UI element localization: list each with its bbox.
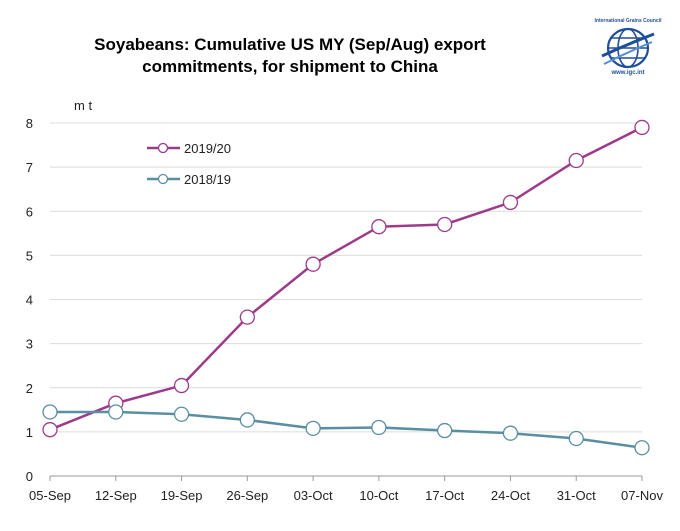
legend-label: 2019/20 bbox=[184, 141, 231, 156]
legend-marker bbox=[157, 142, 169, 154]
legend-label: 2018/19 bbox=[184, 172, 231, 187]
x-tick-label: 17-Oct bbox=[425, 488, 464, 503]
y-axis-ticks: 0 1 2 3 4 5 6 7 8 bbox=[26, 116, 33, 484]
y-tick-label: 1 bbox=[26, 425, 33, 440]
legend-item: 2018/19 bbox=[147, 172, 231, 187]
gridlines bbox=[50, 122, 642, 433]
x-tick-label: 26-Sep bbox=[226, 488, 268, 503]
legend-marker bbox=[157, 173, 169, 185]
data-point bbox=[108, 404, 124, 420]
data-point bbox=[371, 219, 387, 235]
data-point bbox=[634, 119, 650, 136]
data-point bbox=[173, 406, 190, 422]
x-tick-label: 31-Oct bbox=[557, 488, 596, 503]
y-tick-label: 2 bbox=[26, 381, 33, 396]
x-tick-label: 07-Nov bbox=[621, 488, 663, 503]
legend-item: 2019/20 bbox=[147, 141, 231, 156]
data-point bbox=[634, 440, 650, 456]
data-point bbox=[42, 422, 58, 438]
data-point bbox=[305, 420, 321, 436]
data-point bbox=[437, 216, 453, 233]
logo-bottom-text: www.igc.int bbox=[611, 70, 645, 76]
chart-title: Soyabeans: Cumulative US MY (Sep/Aug) ex… bbox=[30, 34, 550, 78]
y-tick-label: 8 bbox=[26, 116, 33, 131]
logo-top-text: International Grains Council bbox=[594, 18, 662, 24]
data-point bbox=[568, 152, 584, 169]
legend: 2019/20 2018/19 bbox=[147, 141, 231, 187]
x-tick-label: 19-Sep bbox=[161, 488, 203, 503]
y-tick-label: 7 bbox=[26, 160, 33, 175]
series-2018/19 bbox=[42, 404, 650, 456]
x-tick-label: 12-Sep bbox=[95, 488, 137, 503]
y-axis-label: m t bbox=[74, 98, 92, 113]
y-tick-label: 0 bbox=[26, 469, 33, 484]
data-point bbox=[371, 419, 387, 436]
data-point bbox=[173, 377, 190, 394]
globe-icon bbox=[601, 27, 655, 69]
data-point bbox=[42, 404, 58, 420]
series-2019/20 bbox=[42, 119, 650, 438]
data-point bbox=[305, 256, 321, 272]
igc-logo: International Grains Council www.igc.int bbox=[588, 18, 668, 82]
chart-title-line-1: Soyabeans: Cumulative US MY (Sep/Aug) ex… bbox=[94, 35, 486, 54]
series-line bbox=[50, 410, 643, 449]
y-tick-label: 5 bbox=[26, 248, 33, 263]
data-point bbox=[568, 430, 584, 447]
x-tick-label: 24-Oct bbox=[491, 488, 530, 503]
data-point bbox=[502, 194, 519, 211]
data-point bbox=[239, 309, 255, 325]
x-tick-label: 10-Oct bbox=[359, 488, 398, 503]
y-tick-label: 4 bbox=[26, 293, 33, 308]
y-tick-label: 3 bbox=[26, 337, 33, 352]
y-tick-label: 6 bbox=[26, 204, 33, 219]
x-axis-ticks: 05-Sep 12-Sep 19-Sep 26-Sep 03-Oct 10-Oct 17-O… bbox=[29, 476, 663, 503]
chart-title-line-2: commitments, for shipment to China bbox=[142, 57, 438, 76]
x-tick-label: 03-Oct bbox=[294, 488, 333, 503]
series-layer bbox=[42, 119, 650, 456]
data-point bbox=[437, 422, 453, 439]
x-tick-label: 05-Sep bbox=[29, 488, 71, 503]
series-line bbox=[49, 126, 643, 431]
data-point bbox=[502, 425, 519, 441]
data-point bbox=[239, 412, 255, 428]
